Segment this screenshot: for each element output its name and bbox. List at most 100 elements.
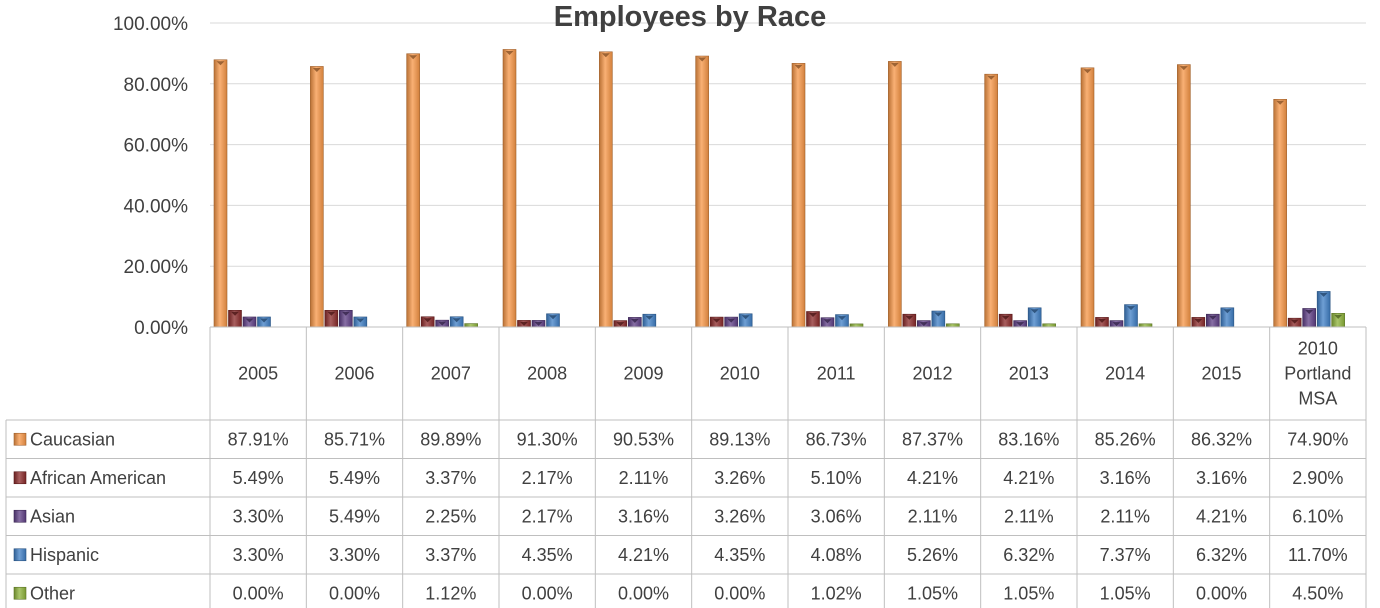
data-label: 90.53% bbox=[613, 429, 674, 449]
data-label: 4.08% bbox=[811, 545, 862, 565]
bar-cap bbox=[423, 318, 432, 323]
category-label: 2005 bbox=[238, 364, 278, 384]
data-label: 4.35% bbox=[714, 545, 765, 565]
data-label: 1.05% bbox=[1100, 583, 1151, 603]
y-tick-label: 100.00% bbox=[113, 14, 188, 35]
bar-cap bbox=[260, 318, 268, 323]
bar-cap bbox=[712, 318, 721, 323]
data-label: 3.16% bbox=[1100, 468, 1151, 488]
bar-cap bbox=[1208, 315, 1217, 320]
bar-cap bbox=[601, 53, 610, 58]
gridlines bbox=[210, 22, 1366, 328]
data-label: 0.00% bbox=[233, 583, 284, 603]
data-label: 3.30% bbox=[329, 545, 380, 565]
bar-cap bbox=[1305, 309, 1314, 314]
data-label: 3.37% bbox=[425, 468, 476, 488]
bar-caucasian bbox=[310, 66, 324, 328]
category-label: 2012 bbox=[912, 364, 952, 384]
bar-caucasian bbox=[1273, 99, 1287, 328]
bar-cap bbox=[919, 322, 928, 327]
bar-caucasian bbox=[1177, 64, 1191, 328]
bar-cap bbox=[698, 57, 707, 62]
bar-caucasian bbox=[1080, 67, 1095, 328]
bar-cap bbox=[890, 62, 899, 67]
data-label: 5.10% bbox=[811, 468, 862, 488]
data-label: 6.32% bbox=[1196, 545, 1247, 565]
bar-caucasian bbox=[984, 73, 998, 328]
category-label: 2007 bbox=[431, 364, 471, 384]
bar-cap bbox=[409, 55, 418, 60]
bar-cap bbox=[794, 64, 803, 69]
bar-cap bbox=[809, 312, 817, 317]
data-label: 4.35% bbox=[522, 545, 573, 565]
legend-entry: Asian bbox=[30, 506, 75, 526]
data-label: 4.50% bbox=[1292, 583, 1343, 603]
data-label: 0.00% bbox=[618, 583, 669, 603]
category-label: 2010 bbox=[720, 364, 760, 384]
data-label: 1.12% bbox=[425, 583, 476, 603]
bar-cap bbox=[245, 318, 254, 323]
category-label: 2013 bbox=[1009, 364, 1049, 384]
bar-cap bbox=[1030, 309, 1039, 314]
data-label: 3.26% bbox=[714, 468, 765, 488]
bar-cap bbox=[823, 319, 832, 324]
data-label: 83.16% bbox=[998, 429, 1059, 449]
data-label: 6.32% bbox=[1003, 545, 1054, 565]
bar-cap bbox=[1016, 322, 1025, 327]
data-label: 5.26% bbox=[907, 545, 958, 565]
bar-cap bbox=[534, 321, 543, 326]
bar-cap bbox=[216, 61, 225, 66]
bar-cap bbox=[549, 315, 557, 320]
data-label: 89.13% bbox=[709, 429, 770, 449]
data-label: 5.49% bbox=[233, 468, 284, 488]
category-label: 2014 bbox=[1105, 364, 1145, 384]
legend-key bbox=[13, 548, 27, 562]
data-label: 11.70% bbox=[1288, 545, 1348, 565]
data-label: 2.90% bbox=[1292, 468, 1343, 488]
data-label: 91.30% bbox=[517, 429, 578, 449]
bar-cap bbox=[452, 318, 461, 323]
data-label: 3.16% bbox=[618, 506, 669, 526]
category-label: 2015 bbox=[1201, 364, 1241, 384]
bar-cap bbox=[727, 318, 736, 323]
data-label: 1.05% bbox=[907, 583, 958, 603]
data-label: 1.05% bbox=[1003, 583, 1054, 603]
y-tick-label: 40.00% bbox=[124, 196, 189, 217]
data-label: 2.11% bbox=[908, 506, 958, 526]
legend-entry: Other bbox=[30, 583, 75, 603]
legend-key bbox=[13, 471, 27, 485]
data-label: 3.06% bbox=[811, 506, 862, 526]
bar-cap bbox=[645, 315, 654, 320]
data-label: 3.16% bbox=[1196, 468, 1247, 488]
bar-caucasian bbox=[791, 63, 806, 328]
bars bbox=[213, 49, 1345, 328]
legend-key bbox=[13, 509, 27, 523]
bar-cap bbox=[630, 318, 639, 323]
bar-cap bbox=[1334, 314, 1343, 319]
data-label: 86.32% bbox=[1191, 429, 1252, 449]
bar-cap bbox=[905, 315, 914, 320]
bar-caucasian bbox=[406, 53, 420, 328]
bar-cap bbox=[312, 67, 321, 72]
data-label: 2.11% bbox=[1004, 506, 1054, 526]
y-tick-label: 20.00% bbox=[124, 257, 189, 278]
data-label: 4.21% bbox=[1196, 506, 1247, 526]
bar-cap bbox=[1290, 319, 1299, 324]
data-label: 3.37% bbox=[425, 545, 476, 565]
y-tick-label: 60.00% bbox=[124, 136, 189, 157]
data-label: 89.89% bbox=[420, 429, 481, 449]
data-label: 2.17% bbox=[522, 468, 573, 488]
data-label: 4.21% bbox=[1003, 468, 1054, 488]
bar-cap bbox=[520, 321, 528, 326]
data-label: 5.49% bbox=[329, 468, 380, 488]
data-label: 0.00% bbox=[1196, 583, 1247, 603]
bar-cap bbox=[1276, 100, 1285, 105]
data-label: 2.25% bbox=[425, 506, 476, 526]
data-label: 86.73% bbox=[806, 429, 867, 449]
bar-other bbox=[464, 323, 478, 328]
bar-cap bbox=[231, 311, 239, 316]
bar-cap bbox=[1083, 69, 1092, 74]
data-table: 2005 2006 2007 2008 2009 2010 2011 2012 2013 2014… bbox=[5, 327, 1367, 608]
bar-cap bbox=[1223, 309, 1232, 314]
